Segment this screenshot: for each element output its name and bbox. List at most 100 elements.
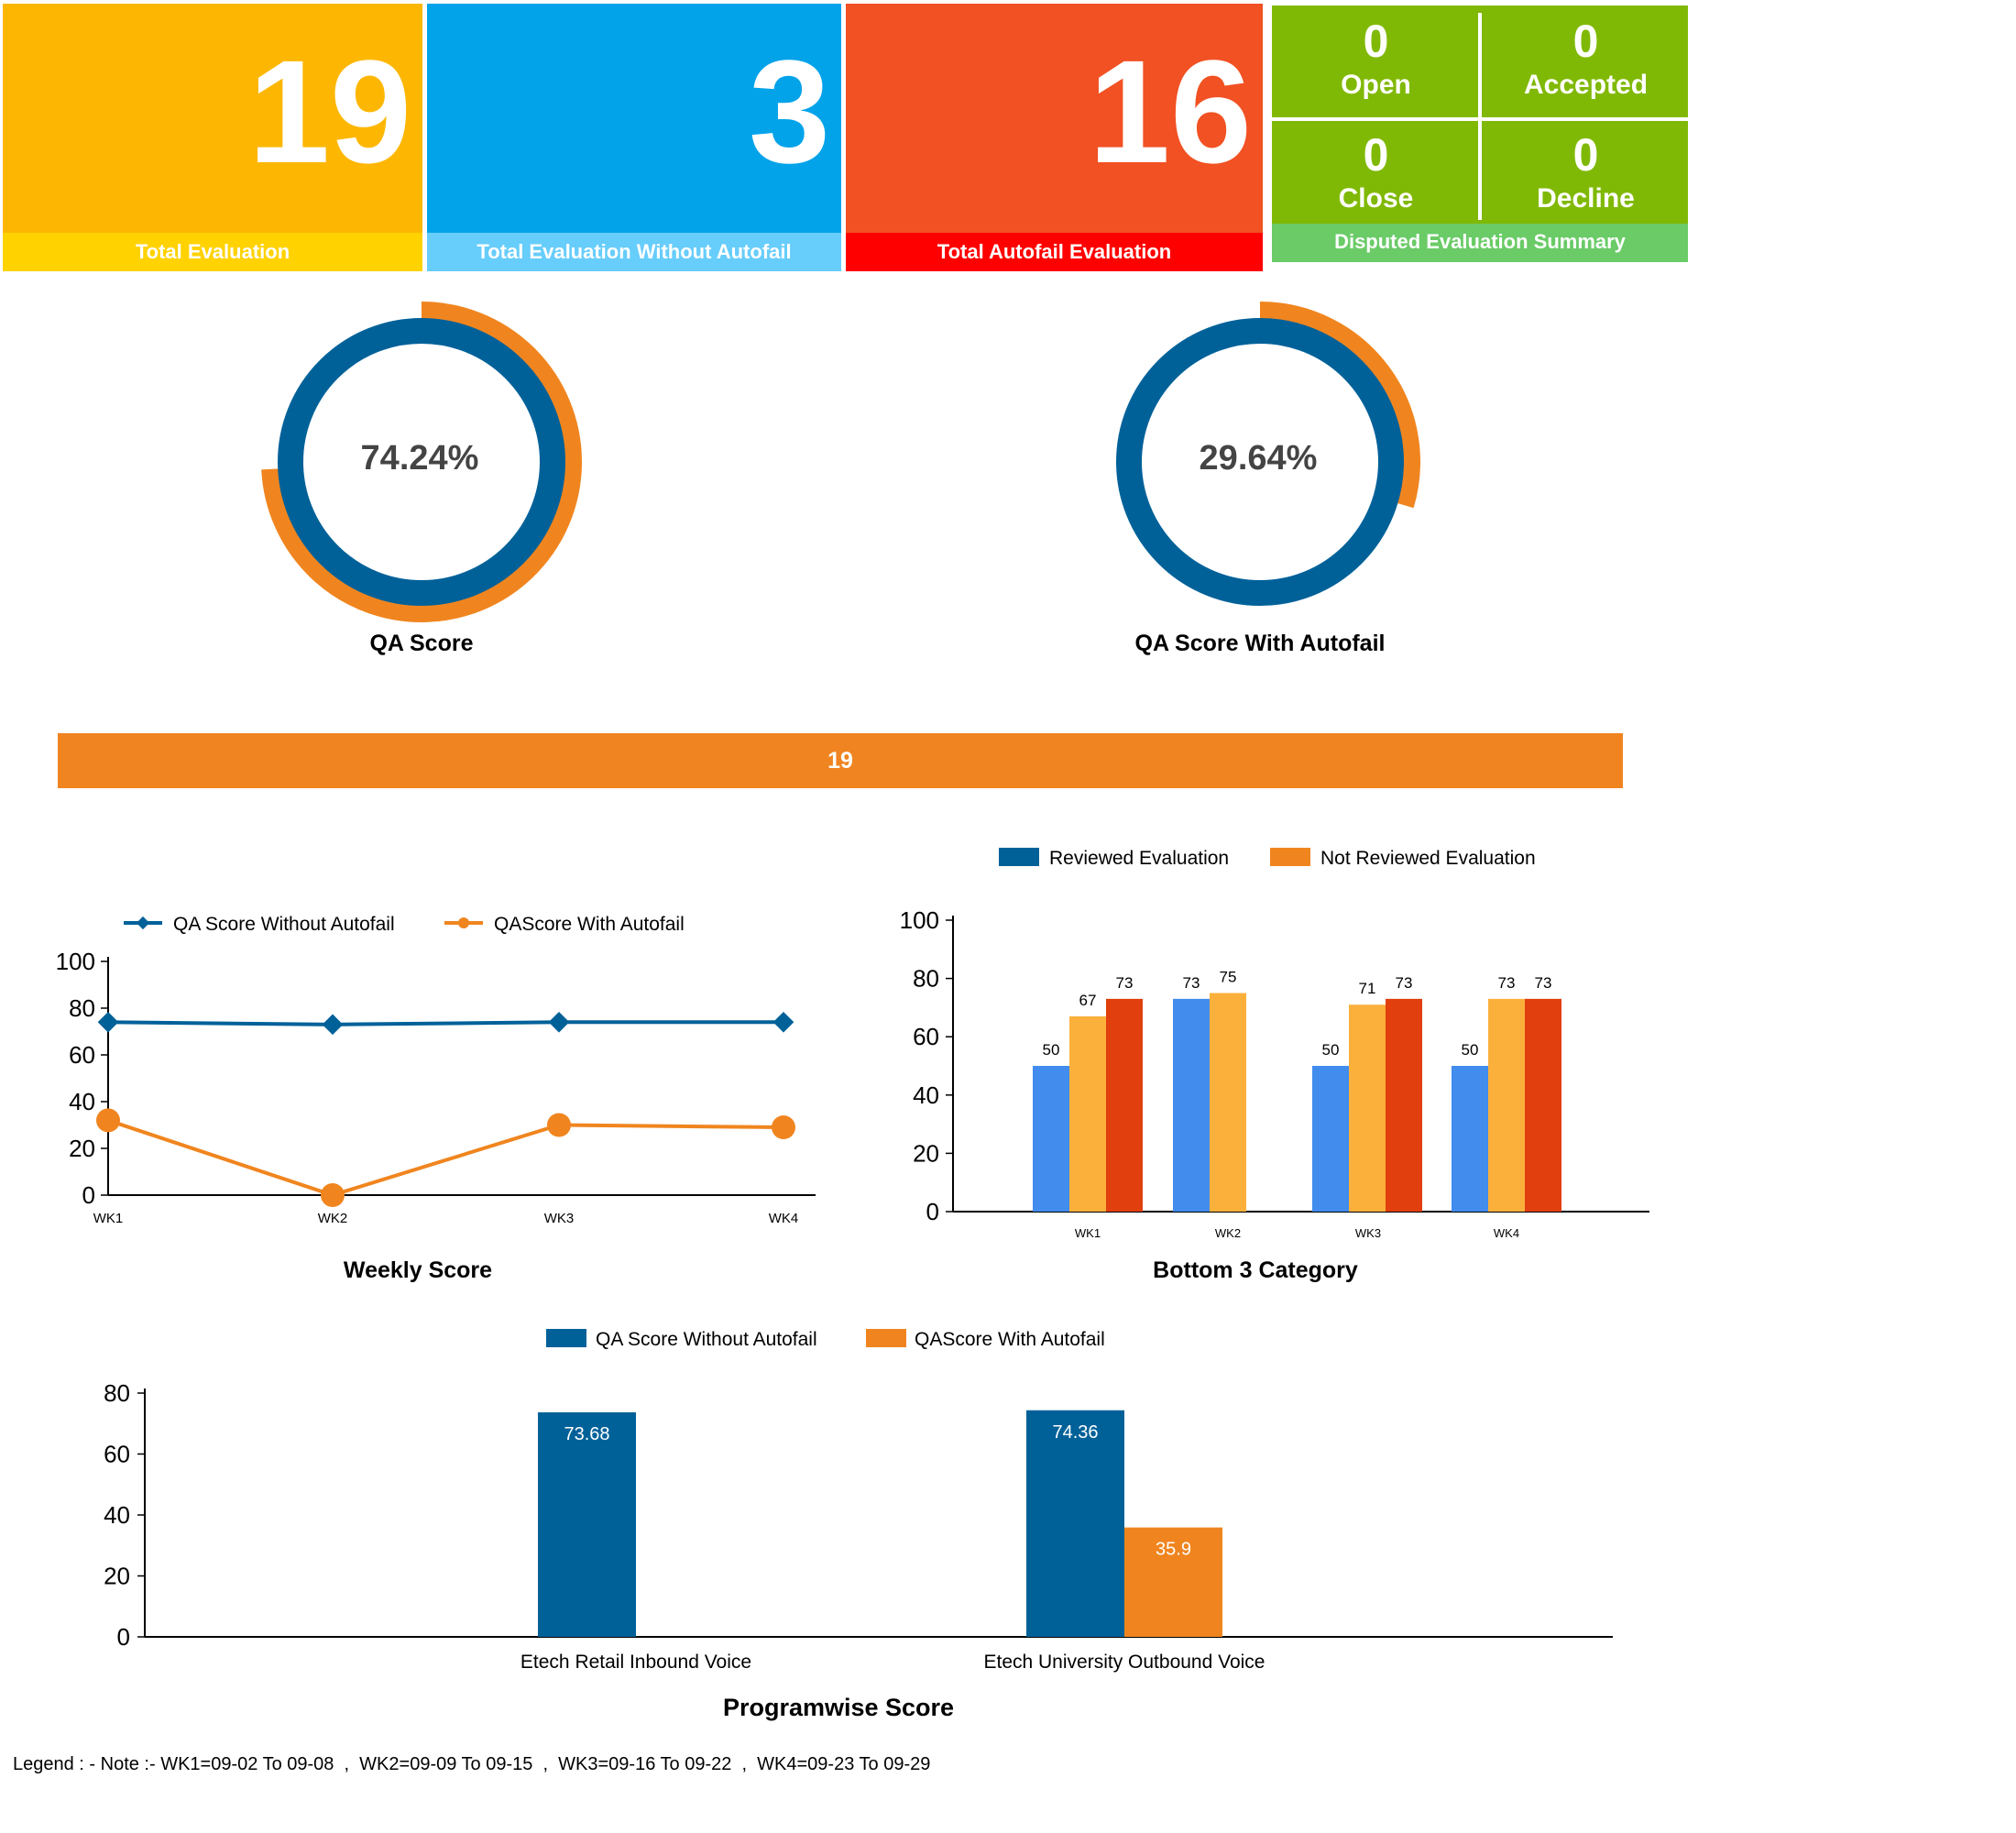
- legend-swatch: [546, 1329, 586, 1347]
- disputed-close-label: Close: [1338, 183, 1414, 214]
- gauge-value-arc: [1259, 302, 1420, 509]
- bar-value-label: 73: [1396, 974, 1413, 992]
- programwise-score-title: Programwise Score: [722, 1694, 955, 1721]
- bar-value-label: 35.9: [1156, 1540, 1191, 1560]
- point-without-autofail: [322, 1014, 344, 1036]
- gauge-qa-score-autofail: 29.64%: [1116, 302, 1420, 606]
- disputed-open-label: Open: [1341, 70, 1411, 100]
- bar-value-label: 73: [1498, 974, 1516, 992]
- point-without-autofail: [548, 1011, 570, 1033]
- category-bar: [1386, 998, 1422, 1212]
- bar-value-label: 73.68: [564, 1424, 609, 1444]
- gauge-qa-score: 74.24%: [261, 302, 582, 622]
- bar-value-label: 50: [1322, 1041, 1340, 1059]
- legend-label: QA Score Without Autofail: [173, 914, 395, 935]
- legend-swatch: [866, 1329, 906, 1347]
- series-line-with-autofail: [107, 1118, 784, 1198]
- evaluation-count-banner: 19: [58, 733, 1623, 788]
- y-tick-label: 80: [104, 1379, 130, 1407]
- category-bar: [1106, 998, 1143, 1212]
- y-tick-label: 40: [913, 1081, 939, 1109]
- y-tick-label: 0: [926, 1198, 939, 1225]
- y-tick-label: 60: [104, 1441, 130, 1468]
- disputed-open-value: 0: [1363, 16, 1389, 67]
- x-tick-label: WK4: [1494, 1226, 1519, 1240]
- kpi-without-autofail: 3 Total Evaluation Without Autofail: [427, 4, 841, 271]
- gauge-qa-score-autofail-text: 29.64%: [1200, 439, 1318, 477]
- disputed-divider-horizontal: [1272, 117, 1688, 121]
- disputed-decline-value: 0: [1572, 129, 1599, 181]
- y-tick-label: 80: [69, 994, 95, 1022]
- y-tick-label: 60: [69, 1041, 95, 1069]
- y-tick-label: 20: [104, 1563, 130, 1590]
- point-with-autofail: [321, 1183, 345, 1207]
- y-tick-label: 60: [913, 1023, 939, 1050]
- point-with-autofail: [547, 1113, 571, 1137]
- program-bar: [1124, 1527, 1222, 1637]
- kpi-without-autofail-label: Total Evaluation Without Autofail: [427, 233, 841, 271]
- x-tick-label: WK3: [1355, 1226, 1381, 1240]
- y-tick-label: 100: [900, 906, 939, 934]
- category-bar: [1033, 1066, 1069, 1212]
- y-tick-label: 20: [69, 1135, 95, 1162]
- x-tick-label: WK2: [318, 1211, 348, 1226]
- y-tick-label: 100: [56, 948, 95, 975]
- disputed-close-value: 0: [1363, 129, 1389, 181]
- kpi-autofail-label: Total Autofail Evaluation: [846, 233, 1263, 271]
- gauge-ring: [278, 318, 565, 606]
- category-bar: [1488, 998, 1525, 1212]
- point-without-autofail: [772, 1011, 794, 1033]
- legend-label: QAScore With Autofail: [494, 914, 685, 935]
- series-line-without-autofail: [107, 1020, 783, 1026]
- disputed-accepted: 0 Accepted: [1482, 5, 1690, 117]
- category-bar: [1525, 998, 1561, 1212]
- y-tick-label: 80: [913, 965, 939, 993]
- kpi-total-evaluation-value: 19: [248, 29, 411, 193]
- x-tick-label: Etech University Outbound Voice: [983, 1652, 1265, 1673]
- bar-value-label: 74.36: [1052, 1422, 1098, 1443]
- kpi-without-autofail-value: 3: [749, 29, 830, 193]
- category-bar: [1210, 993, 1246, 1212]
- y-tick-label: 0: [117, 1623, 130, 1651]
- legend-swatch: [999, 848, 1039, 866]
- bar-value-label: 71: [1359, 980, 1376, 997]
- x-tick-label: WK2: [1215, 1226, 1241, 1240]
- kpi-total-evaluation-label: Total Evaluation: [3, 233, 422, 271]
- disputed-decline: 0 Decline: [1482, 119, 1690, 231]
- disputed-close: 0 Close: [1272, 119, 1480, 231]
- disputed-decline-label: Decline: [1537, 183, 1635, 214]
- week-legend-note: Legend : - Note :- WK1=09-02 To 09-08 , …: [13, 1754, 931, 1774]
- gauge-qa-score-title: QA Score: [369, 631, 474, 656]
- category-bar: [1173, 998, 1210, 1212]
- point-with-autofail: [772, 1115, 795, 1140]
- point-with-autofail: [96, 1108, 120, 1133]
- kpi-autofail-value: 16: [1089, 29, 1252, 193]
- bar-value-label: 50: [1462, 1041, 1479, 1059]
- program-bar: [1026, 1410, 1124, 1637]
- gauge-ring: [1116, 318, 1404, 606]
- x-tick-label: WK3: [544, 1211, 575, 1226]
- point-without-autofail: [97, 1011, 119, 1033]
- disputed-divider-vertical: [1478, 13, 1482, 220]
- disputed-summary-label: Disputed Evaluation Summary: [1272, 224, 1688, 262]
- bar-value-label: 73: [1116, 974, 1134, 992]
- legend-marker: [458, 917, 469, 928]
- x-tick-label: WK1: [1075, 1226, 1101, 1240]
- gauge-qa-score-autofail-title: QA Score With Autofail: [1134, 631, 1386, 656]
- y-tick-label: 40: [69, 1088, 95, 1115]
- disputed-summary: 0 Open 0 Accepted 0 Close 0 Decline Disp…: [1272, 5, 1688, 262]
- programwise-score-chart: QA Score Without Autofail QAScore With Au…: [104, 1329, 1613, 1673]
- category-bar: [1069, 1015, 1106, 1212]
- category-bar: [1452, 1066, 1488, 1212]
- legend-marker: [136, 916, 150, 930]
- disputed-open: 0 Open: [1272, 5, 1480, 117]
- legend-label: Reviewed Evaluation: [1049, 848, 1229, 869]
- weekly-score-chart: QA Score Without Autofail QAScore With Au…: [56, 914, 816, 1226]
- x-tick-label: WK1: [93, 1211, 124, 1226]
- bar-value-label: 73: [1535, 974, 1552, 992]
- legend-label: QA Score Without Autofail: [596, 1329, 817, 1350]
- bottom-3-category-chart: Reviewed Evaluation Not Reviewed Evaluati…: [900, 848, 1649, 1240]
- bar-value-label: 73: [1183, 974, 1200, 992]
- y-tick-label: 20: [913, 1139, 939, 1167]
- gauge-value-arc: [261, 302, 582, 622]
